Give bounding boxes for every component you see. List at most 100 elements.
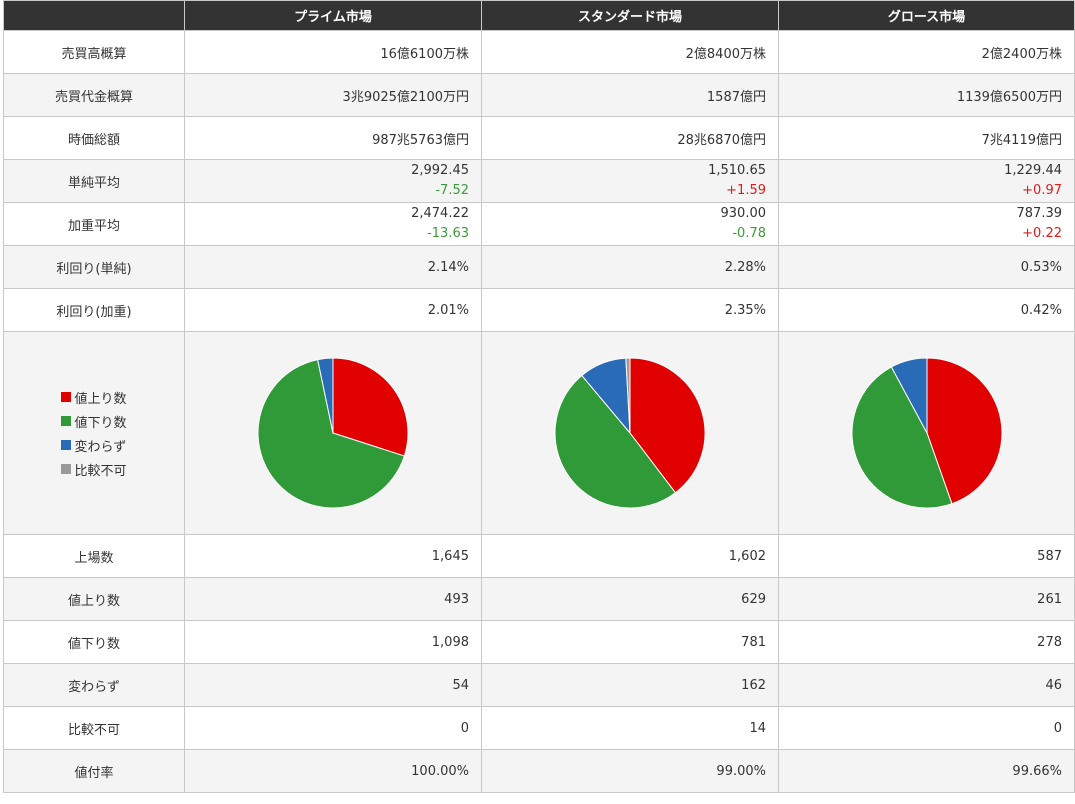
legend-swatch-icon (61, 464, 72, 474)
row-label: 利回り(単純) (3, 245, 185, 289)
legend-swatch-icon (61, 392, 72, 402)
row-turnover: 売買代金概算 3兆9025億2100万円 1587億円 1139億6500万円 (3, 73, 1075, 117)
market-summary-table: プライム市場 スタンダード市場 グロース市場 売買高概算 16億6100万株 2… (3, 0, 1075, 793)
cell-prime: 3兆9025億2100万円 (184, 73, 482, 117)
row-weighted-average: 加重平均 2,474.22 -13.63 930.00 -0.78 787.39… (3, 202, 1075, 246)
row-yield-weighted: 利回り(加重) 2.01% 2.35% 0.42% (3, 288, 1075, 332)
cell-growth: 2億2400万株 (778, 30, 1075, 74)
pie-slice-advances (926, 357, 1002, 505)
average-value: 1,510.65 (708, 163, 766, 178)
row-label: 値付率 (3, 749, 185, 793)
change-value: -7.52 (435, 183, 469, 198)
average-value: 2,992.45 (411, 163, 469, 178)
legend-cell: 値上り数 値下り数 変わらず 比較不可 (3, 331, 185, 535)
pie-chart-standard (554, 357, 706, 509)
cell-growth: 278 (778, 620, 1075, 664)
legend-swatch-icon (61, 440, 72, 450)
cell-growth: 787.39 +0.22 (778, 202, 1075, 246)
pie-slice-advances (629, 357, 706, 494)
cell-standard: 2.35% (481, 288, 779, 332)
header-growth-market: グロース市場 (778, 0, 1075, 31)
legend-label: 比較不可 (74, 463, 127, 479)
legend-item-declines: 値下り数 (61, 409, 127, 433)
pie-cell-prime (184, 331, 482, 535)
change-value: +0.22 (1022, 226, 1062, 241)
legend-item-not-comparable: 比較不可 (61, 457, 127, 481)
cell-growth: 587 (778, 534, 1075, 578)
row-yield-simple: 利回り(単純) 2.14% 2.28% 0.53% (3, 245, 1075, 289)
row-label: 値上り数 (3, 577, 185, 621)
legend-item-unchanged: 変わらず (61, 433, 126, 457)
legend-item-advances: 値上り数 (61, 385, 127, 409)
cell-prime: 16億6100万株 (184, 30, 482, 74)
row-market-cap: 時価総額 987兆5763億円 28兆6870億円 7兆4119億円 (3, 116, 1075, 160)
pie-slice-declines (851, 366, 953, 509)
row-declines: 値下り数 1,098 781 278 (3, 620, 1075, 664)
cell-growth: 1,229.44 +0.97 (778, 159, 1075, 203)
cell-standard: 28兆6870億円 (481, 116, 779, 160)
header-prime-market: プライム市場 (184, 0, 482, 31)
cell-growth: 1139億6500万円 (778, 73, 1075, 117)
row-label: 変わらず (3, 663, 185, 707)
row-pie-charts: 値上り数 値下り数 変わらず 比較不可 (3, 331, 1075, 535)
pie-slice-advances (332, 357, 409, 457)
cell-prime: 2.01% (184, 288, 482, 332)
legend-swatch-icon (61, 416, 72, 426)
row-advances: 値上り数 493 629 261 (3, 577, 1075, 621)
cell-growth: 0 (778, 706, 1075, 750)
average-value: 930.00 (720, 206, 767, 221)
pie-chart-growth (851, 357, 1002, 509)
pie-cell-growth (778, 331, 1075, 535)
row-label: 値下り数 (3, 620, 185, 664)
cell-standard: 2.28% (481, 245, 779, 289)
cell-growth: 261 (778, 577, 1075, 621)
cell-prime: 1,098 (184, 620, 482, 664)
row-label: 比較不可 (3, 706, 185, 750)
cell-growth: 99.66% (778, 749, 1075, 793)
row-label: 時価総額 (3, 116, 185, 160)
legend-label: 値下り数 (74, 415, 127, 431)
pie-slice-declines (257, 358, 406, 509)
cell-prime: 2,992.45 -7.52 (184, 159, 482, 203)
change-value: -0.78 (732, 226, 766, 241)
header-row: プライム市場 スタンダード市場 グロース市場 (3, 0, 1075, 31)
cell-prime: 0 (184, 706, 482, 750)
average-value: 787.39 (1016, 206, 1063, 221)
average-value: 1,229.44 (1004, 163, 1062, 178)
pie-chart-prime (257, 357, 409, 509)
cell-standard: 629 (481, 577, 779, 621)
change-value: +0.97 (1022, 183, 1062, 198)
cell-prime: 100.00% (184, 749, 482, 793)
cell-prime: 2.14% (184, 245, 482, 289)
cell-standard: 1,602 (481, 534, 779, 578)
row-priced-ratio: 値付率 100.00% 99.00% 99.66% (3, 749, 1075, 793)
row-simple-average: 単純平均 2,992.45 -7.52 1,510.65 +1.59 1,229… (3, 159, 1075, 203)
chart-legend: 値上り数 値下り数 変わらず 比較不可 (61, 385, 127, 481)
row-label: 利回り(加重) (3, 288, 185, 332)
cell-prime: 2,474.22 -13.63 (184, 202, 482, 246)
average-value: 2,474.22 (411, 206, 469, 221)
cell-standard: 14 (481, 706, 779, 750)
row-unchanged: 変わらず 54 162 46 (3, 663, 1075, 707)
change-value: +1.59 (726, 183, 766, 198)
legend-label: 値上り数 (74, 391, 127, 407)
pie-slice-declines (554, 374, 677, 509)
cell-growth: 0.53% (778, 245, 1075, 289)
cell-prime: 987兆5763億円 (184, 116, 482, 160)
cell-prime: 54 (184, 663, 482, 707)
cell-standard: 1587億円 (481, 73, 779, 117)
header-standard-market: スタンダード市場 (481, 0, 779, 31)
row-label: 単純平均 (3, 159, 185, 203)
pie-slice-unchanged (317, 357, 334, 434)
cell-prime: 1,645 (184, 534, 482, 578)
cell-standard: 99.00% (481, 749, 779, 793)
row-label: 売買高概算 (3, 30, 185, 74)
cell-growth: 0.42% (778, 288, 1075, 332)
row-label: 売買代金概算 (3, 73, 185, 117)
cell-growth: 7兆4119億円 (778, 116, 1075, 160)
cell-growth: 46 (778, 663, 1075, 707)
cell-standard: 930.00 -0.78 (481, 202, 779, 246)
pie-cell-standard (481, 331, 779, 535)
header-corner (3, 0, 185, 31)
legend-label: 変わらず (74, 439, 127, 455)
